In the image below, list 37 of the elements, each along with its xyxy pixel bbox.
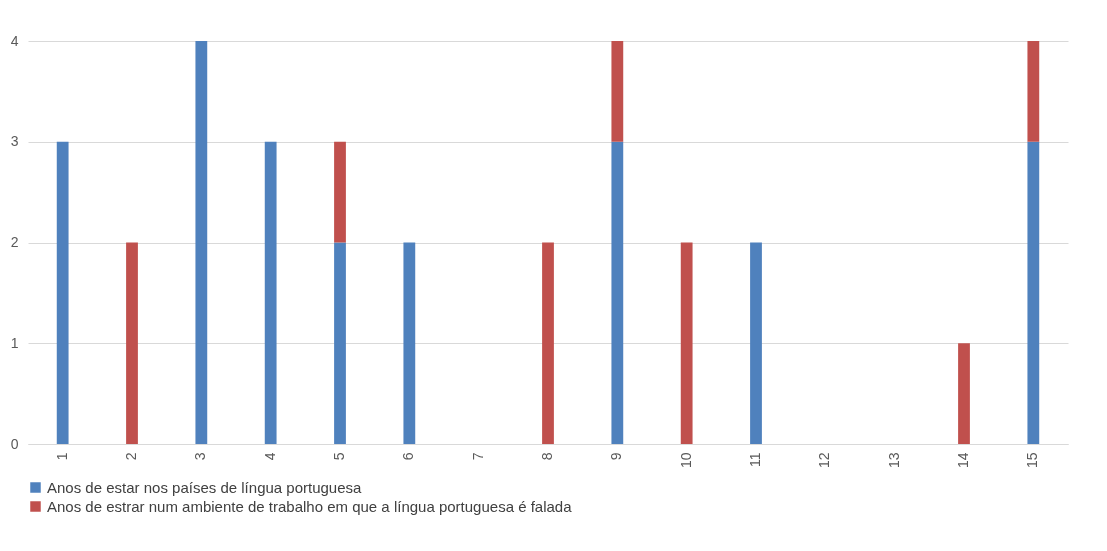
bar: [334, 141, 346, 243]
legend-label: Anos de estar nos países de língua portuguesa: [47, 478, 363, 496]
bar: [56, 141, 69, 444]
x-tick-label: 14: [955, 452, 971, 469]
x-tick-label: 10: [677, 452, 694, 469]
y-tick-label: 1: [10, 334, 19, 351]
bar: [1027, 141, 1040, 444]
x-tick-label: 12: [816, 452, 833, 469]
x-tick-label: 11: [747, 452, 763, 468]
bar: [195, 41, 208, 444]
bar: [750, 242, 762, 444]
x-tick-label: 7: [469, 452, 486, 461]
bar: [611, 41, 624, 142]
y-tick-label: 4: [10, 32, 19, 49]
x-tick-label: 6: [400, 452, 417, 461]
bar: [1027, 41, 1040, 142]
bar: [542, 242, 554, 444]
bar: [611, 141, 624, 444]
x-tick-label: 4: [261, 452, 278, 461]
bar: [264, 141, 277, 444]
x-tick-label: 8: [539, 452, 555, 461]
bar: [334, 242, 346, 444]
x-tick-label: 3: [192, 452, 209, 461]
x-tick-label: 1: [53, 452, 70, 461]
x-tick-label: 13: [885, 452, 902, 469]
legend-label: Anos de estrar num ambiente de trabalho em que a língua portuguesa é falada: [47, 497, 573, 515]
x-tick-label: 2: [123, 452, 139, 461]
bar: [958, 343, 970, 444]
bar: [126, 242, 138, 444]
x-tick-label: 5: [331, 452, 347, 461]
y-tick-label: 2: [10, 234, 19, 250]
y-tick-label: 3: [10, 133, 19, 150]
x-tick-label: 15: [1024, 452, 1041, 469]
y-tick-label: 0: [10, 435, 19, 452]
bar: [403, 242, 416, 444]
x-tick-label: 9: [608, 452, 625, 461]
bar: [680, 242, 693, 444]
